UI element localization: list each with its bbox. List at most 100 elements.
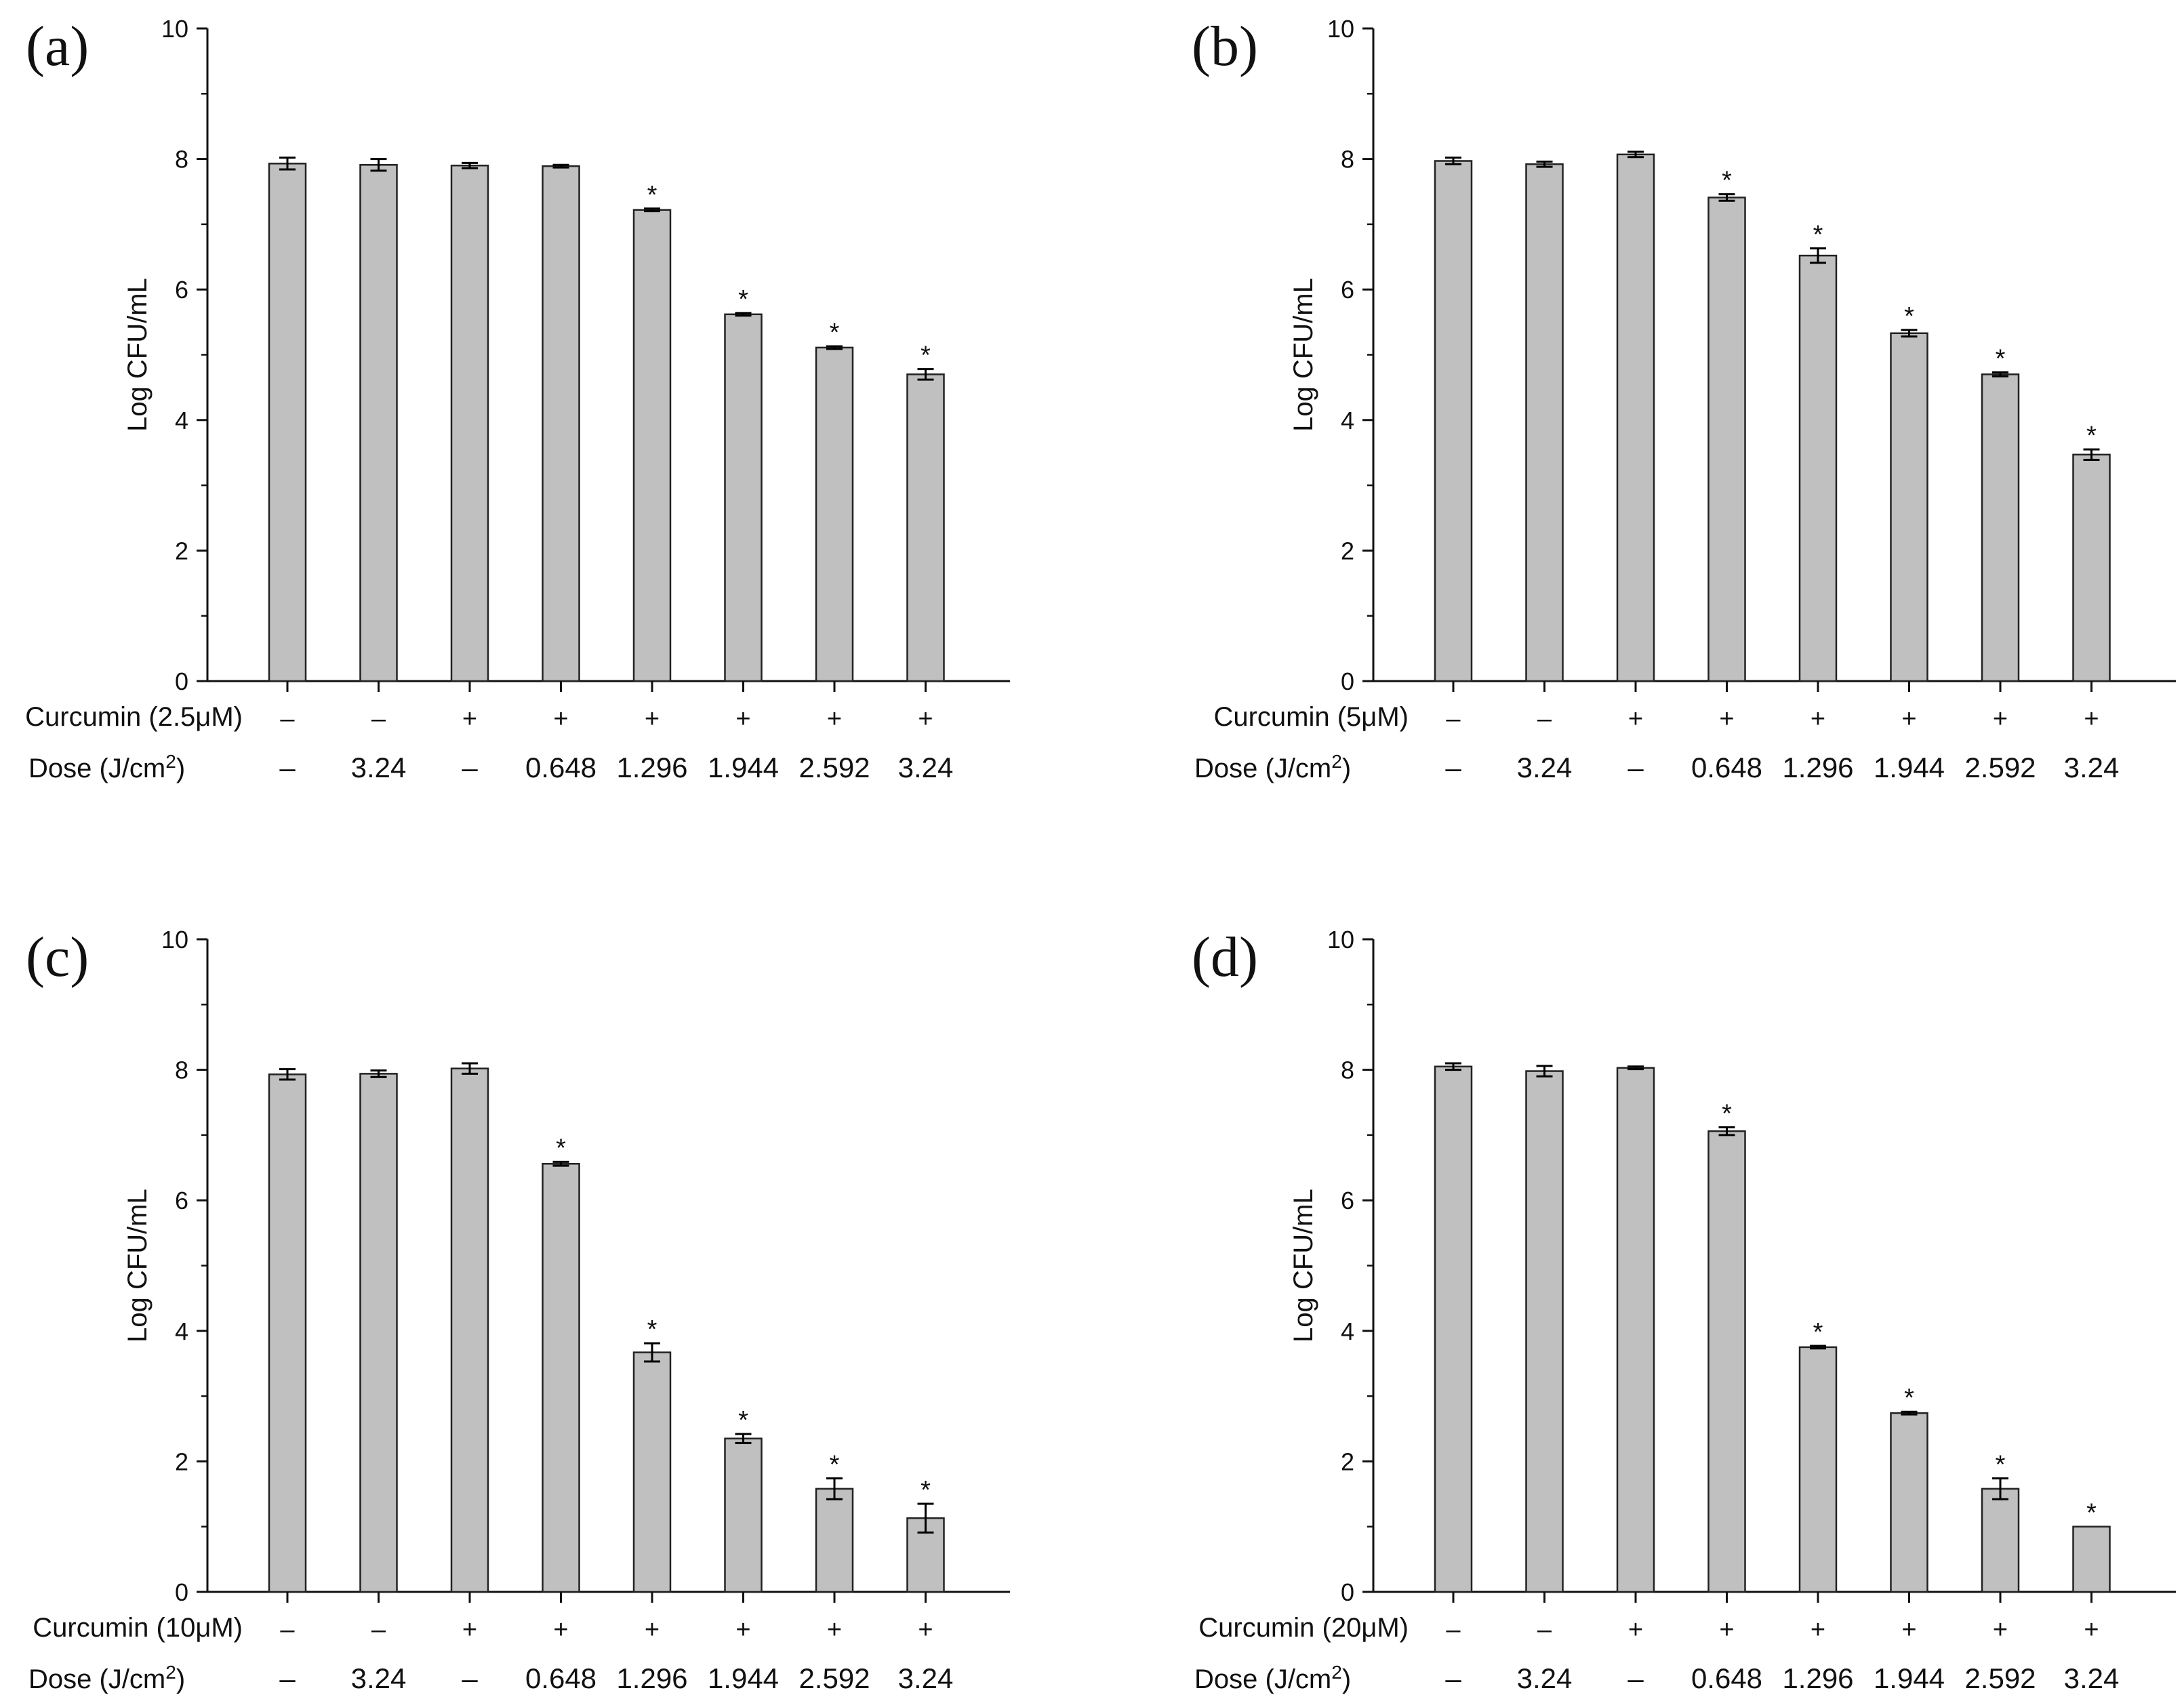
curcumin-cell: +: [553, 1616, 568, 1644]
dose-row-label-part: ): [1342, 1664, 1351, 1694]
curcumin-cell: +: [827, 1616, 842, 1644]
dose-cell: 2.592: [798, 1662, 870, 1694]
dose-row-label-part: ): [176, 1664, 185, 1694]
curcumin-cell: +: [553, 705, 568, 733]
dose-cell: –: [462, 1662, 478, 1694]
curcumin-row-label: Curcumin (10μM): [33, 1613, 243, 1643]
dose-cell: –: [462, 752, 478, 783]
bar: [815, 346, 854, 682]
dose-cell: 3.24: [898, 1662, 954, 1694]
dose-cell: 3.24: [2064, 752, 2120, 783]
y-tick-label: 10: [161, 926, 188, 954]
y-tick-label: 0: [175, 1578, 188, 1606]
significance-marker: *: [1722, 167, 1732, 195]
curcumin-cell: +: [462, 1616, 477, 1644]
significance-marker: *: [921, 1476, 931, 1504]
panel-1: (a) Log CFU/mL 0 2 4 6 8 10 – – – 3.24 + – +0.648 * +1.2…: [25, 15, 1010, 783]
bar: [268, 163, 307, 682]
curcumin-cell: +: [645, 1616, 660, 1644]
dose-cell: 1.944: [708, 1662, 779, 1694]
bar: [359, 164, 398, 682]
bar: [542, 165, 580, 682]
y-tick-label: 6: [175, 1187, 188, 1214]
y-tick-label: 4: [1341, 407, 1354, 434]
significance-marker: *: [2086, 1499, 2097, 1528]
significance-marker: *: [921, 342, 931, 370]
curcumin-row-label: Curcumin (5μM): [1213, 702, 1409, 732]
bar: [632, 209, 672, 682]
curcumin-row-label: Curcumin (20μM): [1198, 1613, 1409, 1643]
significance-marker: *: [647, 181, 658, 209]
y-tick-label: 10: [1327, 15, 1354, 43]
dose-cell: –: [1627, 1662, 1644, 1694]
y-tick-label: 2: [1341, 1448, 1354, 1475]
dose-cell: 2.592: [798, 752, 870, 783]
panel-3: (c) Log CFU/mL 0 2 4 6 8 10 – – – 3.24 + – * +0.648 * +1.…: [26, 926, 1010, 1694]
bar: [632, 1351, 672, 1593]
curcumin-cell: +: [918, 705, 933, 733]
significance-marker: *: [647, 1315, 658, 1344]
curcumin-cell: –: [1446, 1616, 1461, 1644]
curcumin-cell: +: [2084, 1616, 2099, 1644]
significance-marker: *: [830, 1450, 840, 1479]
bar: [1434, 160, 1473, 682]
panel-label: (d): [1192, 926, 1258, 989]
bar: [1798, 1346, 1838, 1593]
dose-cell: 1.296: [1782, 1662, 1853, 1694]
bar: [724, 313, 763, 682]
significance-marker: *: [1722, 1099, 1732, 1128]
y-tick-label: 4: [1341, 1317, 1354, 1345]
curcumin-cell: –: [371, 705, 386, 733]
bar: [268, 1073, 307, 1593]
curcumin-cell: +: [1993, 1616, 2008, 1644]
dose-cell: 1.296: [616, 752, 687, 783]
curcumin-cell: +: [1719, 705, 1734, 733]
dose-row-label-part: Dose (J/cm: [28, 754, 165, 783]
bar: [1616, 153, 1655, 682]
dose-cell: 3.24: [1517, 752, 1573, 783]
dose-cell: 1.944: [1874, 1662, 1945, 1694]
dose-row-label-superscript: 2: [165, 751, 176, 772]
bar: [450, 1067, 489, 1593]
curcumin-cell: +: [1993, 705, 2008, 733]
significance-marker: *: [1904, 302, 1914, 331]
curcumin-cell: +: [462, 705, 477, 733]
dose-cell: 3.24: [351, 752, 407, 783]
y-tick-label: 6: [1341, 1187, 1354, 1214]
dose-cell: 0.648: [525, 1662, 596, 1694]
y-tick-label: 0: [1341, 668, 1354, 695]
bar: [1525, 1070, 1564, 1593]
curcumin-cell: –: [1537, 705, 1552, 733]
curcumin-cell: +: [735, 705, 750, 733]
dose-row-label-part: Dose (J/cm: [1194, 754, 1331, 783]
bar: [724, 1437, 763, 1593]
dose-row-label-part: ): [176, 754, 185, 783]
curcumin-cell: +: [827, 705, 842, 733]
dose-cell: 2.592: [1964, 752, 2036, 783]
bar: [1616, 1067, 1655, 1593]
dose-row-label: Dose (J/cm2): [1194, 1662, 1351, 1694]
curcumin-cell: +: [1628, 705, 1643, 733]
y-tick-label: 4: [175, 407, 188, 434]
curcumin-cell: +: [1901, 1616, 1916, 1644]
panel-label: (a): [26, 15, 89, 78]
panel-2: (b) Log CFU/mL 0 2 4 6 8 10 – – – 3.24 + – * +0.648 * +1.…: [1192, 15, 2176, 783]
dose-cell: 1.296: [616, 1662, 687, 1694]
dose-cell: 3.24: [1517, 1662, 1573, 1694]
curcumin-cell: –: [280, 705, 295, 733]
significance-marker: *: [1904, 1384, 1914, 1412]
dose-row-label: Dose (J/cm2): [1194, 751, 1351, 783]
significance-marker: *: [1996, 345, 2006, 373]
y-tick-label: 2: [175, 1448, 188, 1475]
curcumin-cell: +: [918, 1616, 933, 1644]
bar: [542, 1163, 580, 1593]
dose-row-label-part: Dose (J/cm: [28, 1664, 165, 1694]
dose-row-label: Dose (J/cm2): [28, 1662, 185, 1694]
significance-marker: *: [1996, 1450, 2006, 1479]
dose-cell: –: [279, 752, 296, 783]
significance-marker: *: [2086, 422, 2097, 450]
y-tick-label: 10: [1327, 926, 1354, 954]
curcumin-cell: –: [371, 1616, 386, 1644]
dose-cell: –: [1627, 752, 1644, 783]
